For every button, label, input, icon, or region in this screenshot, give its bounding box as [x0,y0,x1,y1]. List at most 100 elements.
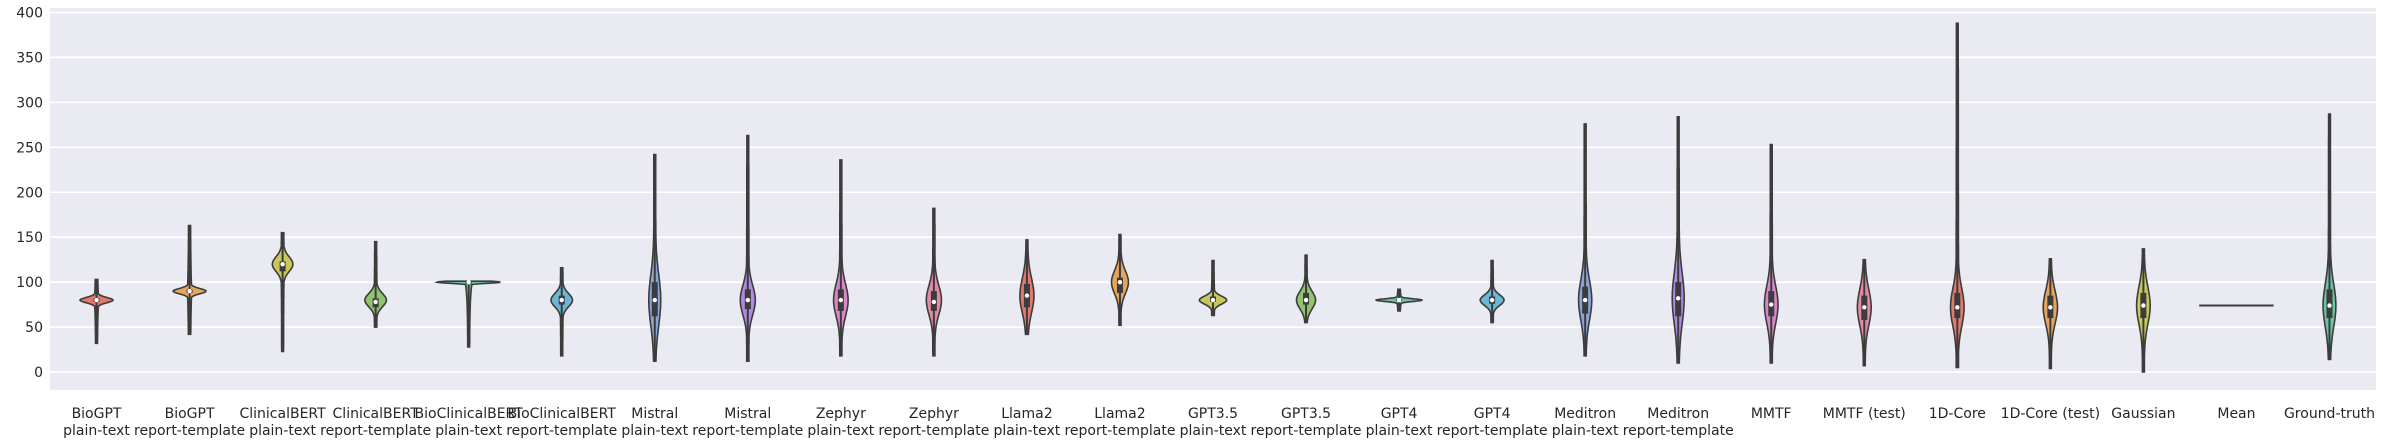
x-tick-label: BioGPT [72,406,122,422]
x-tick-label-sub: report-template [1251,423,1362,439]
violin-median-dot [931,299,937,305]
x-tick-label: Llama2 [1001,406,1052,422]
violin-median-dot [187,288,192,294]
x-tick-label-sub: plain-text [994,423,1061,439]
violin-median-dot [1210,297,1216,303]
x-tick-label-sub: plain-text [249,423,316,439]
x-tick-label: Meditron [1647,406,1709,422]
x-tick-label-sub: report-template [1623,423,1734,439]
plot-background [50,8,2376,390]
x-tick-label-sub: report-template [1437,423,1548,439]
violin-median-dot [1862,305,1867,310]
violins [79,22,2337,373]
violin-11 [1110,233,1130,327]
violin-median-dot [1024,293,1030,298]
violin-median-dot [280,261,285,267]
violin-15 [1479,259,1505,324]
x-tick-label: Ground-truth [2284,406,2375,422]
x-tick-label: ClinicalBERT [239,406,326,422]
y-tick-label: 350 [16,50,43,66]
x-tick-label: BioClinicalBERT [415,406,524,422]
violin-20 [1949,22,1965,369]
violin-median-dot [838,297,844,303]
violin-22 [2135,248,2151,373]
y-tick-label: 300 [16,95,43,111]
x-tick-label: 1D-Core [1929,406,1986,422]
violin-1 [172,224,207,336]
x-tick-label-sub: report-template [320,423,431,439]
x-tick-label-sub: plain-text [807,423,874,439]
violin-5 [550,267,574,357]
y-tick-label: 0 [34,365,43,381]
y-tick-label: 400 [16,5,43,21]
violin-6 [648,153,662,362]
violin-median-dot [1582,297,1588,303]
violin-median-dot [1955,305,1960,310]
y-tick-label: 150 [16,230,43,246]
violin-median-dot [466,279,471,285]
y-tick-label: 100 [16,275,43,291]
violin-median-dot [1396,297,1402,303]
violin-median-dot [1769,302,1774,307]
x-tick-label-sub: plain-text [63,423,130,439]
x-tick-label-sub: plain-text [1552,423,1619,439]
violin-4 [434,279,501,348]
x-tick-label: MMTF [1751,406,1792,422]
x-tick-label: Mistral [631,406,678,422]
x-tick-label-sub: plain-text [1180,423,1247,439]
violin-21 [2042,258,2059,370]
y-axis-ticks: 0 50 100 150 200 250 300 350 400 [16,5,43,381]
x-tick-label: Zephyr [816,406,866,422]
x-tick-label-sub: plain-text [1366,423,1433,439]
violin-median-dot [94,297,99,303]
x-tick-label: Gaussian [2111,406,2175,422]
x-tick-label-sub: report-template [878,423,989,439]
x-tick-label: Mistral [724,406,771,422]
x-tick-label: MMTF (test) [1823,406,1906,422]
violin-3 [364,240,388,328]
x-tick-label: GPT4 [1381,406,1418,422]
violin-16 [1577,123,1593,357]
violin-0 [79,278,114,345]
violin-10 [1019,239,1035,336]
violin-19 [1856,258,1872,367]
x-tick-label: Meditron [1554,406,1616,422]
x-tick-label-sub: report-template [692,423,803,439]
x-tick-label: Zephyr [909,406,959,422]
violin-median-dot [652,297,657,303]
violin-median-dot [2141,303,2146,308]
violin-12 [1198,259,1228,317]
x-tick-label-sub: report-template [134,423,245,439]
violin-17 [1671,116,1685,364]
x-tick-label-sub: plain-text [435,423,502,439]
x-tick-label: GPT3.5 [1281,406,1331,422]
x-tick-label: BioGPT [165,406,215,422]
x-tick-label: GPT3.5 [1188,406,1238,422]
x-tick-label: GPT4 [1474,406,1511,422]
x-tick-label-sub: report-template [506,423,617,439]
violin-median-dot [1303,297,1309,303]
violin-median-dot [1676,296,1681,301]
violin-2 [271,231,294,353]
y-tick-label: 50 [25,320,43,336]
violin-14 [1374,288,1424,312]
violin-median-dot [2327,303,2332,308]
x-tick-label: ClinicalBERT [333,406,420,422]
violin-24 [2322,113,2337,361]
x-tick-label: 1D-Core (test) [2001,406,2100,422]
x-tick-label: Llama2 [1094,406,1145,422]
y-tick-label: 250 [16,140,43,156]
violin-median-dot [559,297,564,303]
x-tick-label-sub: plain-text [621,423,688,439]
violin-7 [739,134,757,362]
violin-8 [832,159,849,357]
x-tick-label: Mean [2217,406,2255,422]
violin-median-dot [1489,297,1495,303]
y-tick-label: 200 [16,185,43,201]
violin-median-dot [745,297,750,303]
violin-median-dot [2048,305,2053,310]
violin-iqr-box [279,261,286,272]
violin-median-dot [1117,279,1123,285]
violin-iqr-box [1116,277,1123,293]
